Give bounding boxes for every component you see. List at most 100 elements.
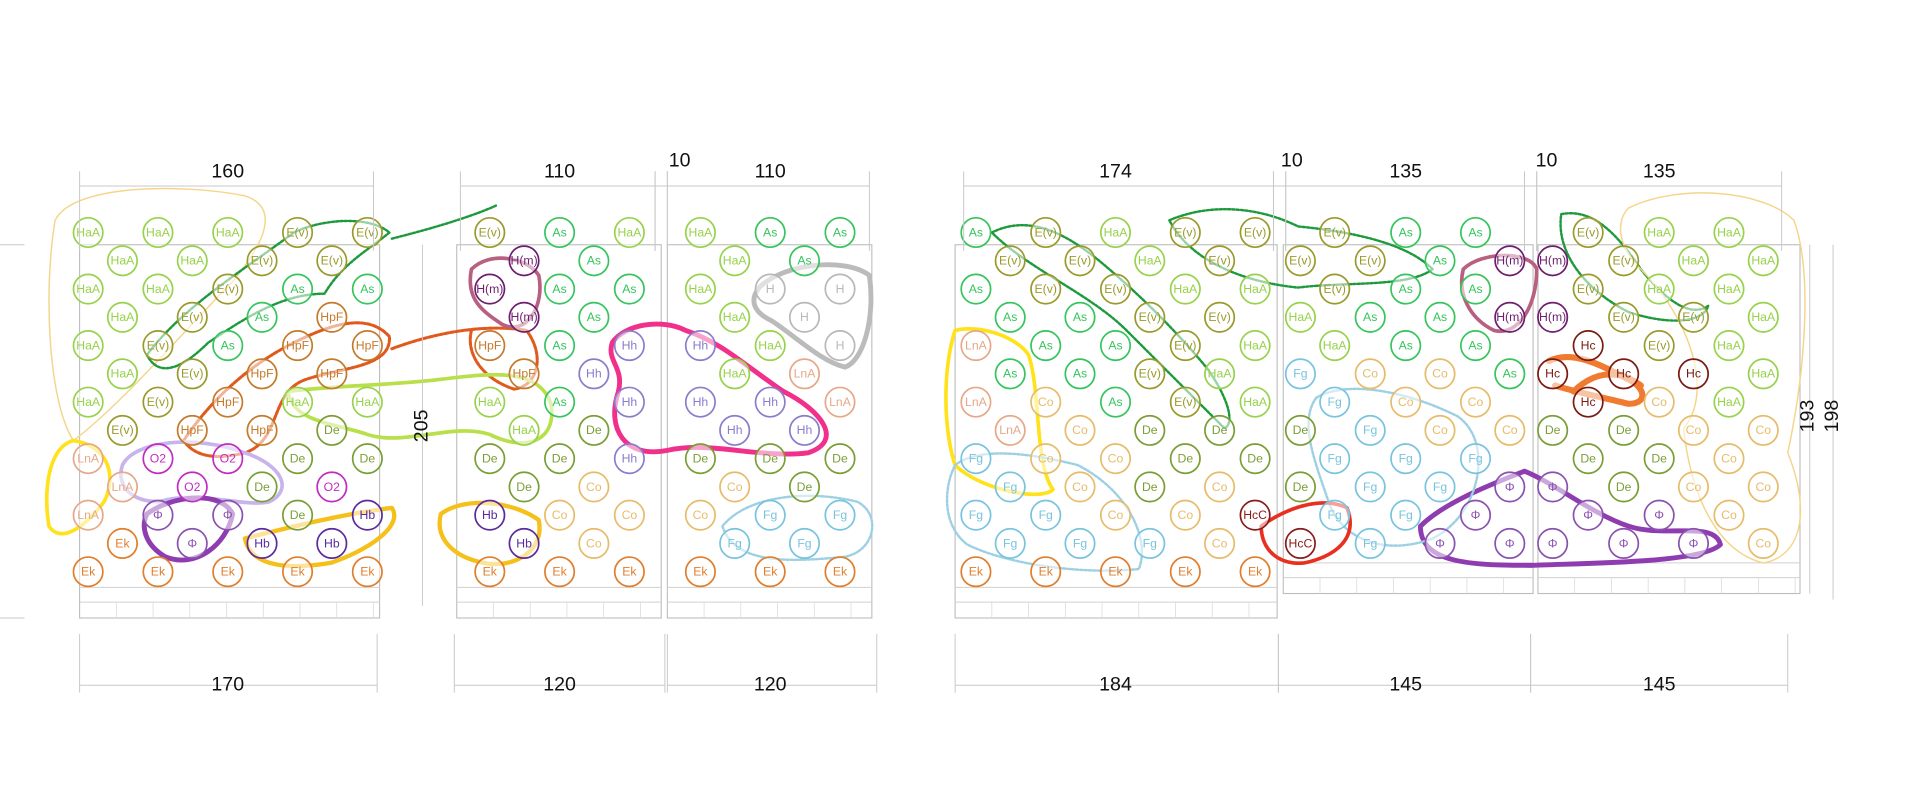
plant-code: H(m): [510, 254, 537, 268]
plant-code: Co: [586, 536, 602, 550]
plant-circle: [316, 527, 348, 560]
plant-code: As: [1433, 254, 1447, 268]
plant-code: HaA: [1717, 282, 1742, 296]
plant-code: Co: [727, 480, 743, 494]
plant-code: E(v): [251, 254, 273, 268]
shelf-lines: [79, 562, 1800, 618]
plant-circle: [719, 414, 751, 446]
plant-circle: [1099, 386, 1132, 418]
plant-circle: [1643, 273, 1675, 305]
plant-code: H: [766, 282, 775, 296]
plant-circle: [282, 216, 314, 249]
plant-code: HaA: [1138, 254, 1163, 268]
plant-circle: [960, 556, 992, 588]
plant-code: H: [836, 338, 845, 352]
plant-code: O2: [184, 480, 201, 494]
plant-circle: [1494, 471, 1526, 503]
plant-code: As: [1399, 338, 1413, 352]
plant-code: De: [1293, 423, 1309, 437]
plant-code: Φ: [1654, 508, 1664, 522]
dimension-label: 160: [211, 161, 244, 183]
outline: [44, 327, 1055, 536]
plant-code: Fg: [1328, 508, 1342, 522]
plant-code: Ek: [622, 565, 637, 579]
plant-circle: [684, 443, 716, 475]
plant-code: De: [1212, 423, 1228, 437]
plant-circle: [1099, 443, 1132, 475]
plant-circle: [824, 330, 856, 362]
plant-code: H(m): [1539, 310, 1566, 324]
plant-code: LnA: [965, 338, 988, 352]
plant-circle: [1099, 556, 1132, 588]
plant-circle: [754, 330, 786, 362]
plant-code: Co: [1686, 480, 1702, 494]
plant-code: Hh: [586, 367, 602, 381]
plant-circle: [1608, 471, 1640, 503]
plant-circle: [1390, 330, 1422, 362]
plant-code: Co: [1362, 367, 1378, 381]
plant-code: E(v): [1612, 254, 1634, 268]
plant-circle: [1390, 443, 1422, 475]
plant-code: Ek: [1039, 565, 1054, 579]
plant-circle: [824, 499, 856, 531]
plant-code: HpF: [478, 338, 501, 352]
plant-code: Fg: [1363, 536, 1377, 550]
plant-circle: [613, 273, 645, 305]
plant-circle: [1030, 330, 1062, 362]
plant-code: E(v): [217, 282, 239, 296]
plant-code: As: [587, 310, 601, 324]
plant-code: E(v): [1069, 254, 1091, 268]
plant-code: As: [1468, 282, 1482, 296]
plant-circle: [1099, 330, 1132, 362]
plant-code: Ek: [763, 565, 778, 579]
plant-code: Φ: [1471, 508, 1481, 522]
plant-circle: [1030, 216, 1062, 249]
plant-code: As: [552, 338, 566, 352]
plant-circle: [578, 245, 610, 277]
plant-code: HaA: [1243, 338, 1268, 352]
plant-code: HaA: [1751, 310, 1776, 324]
plant-code: HaA: [723, 367, 748, 381]
plant-circle: [1169, 386, 1201, 418]
plant-circle: [1747, 527, 1779, 560]
plant-circle: [1494, 358, 1526, 390]
plant-circle: [1677, 471, 1710, 503]
plant-code: H: [800, 310, 809, 324]
plant-circle: [1134, 414, 1166, 446]
plant-circle: [1239, 273, 1271, 305]
plant-circle: [106, 358, 138, 390]
plant-code: De: [290, 508, 306, 522]
plant-circle: [176, 301, 208, 333]
plant-circle: [1747, 245, 1779, 277]
plant-circle: [788, 245, 821, 277]
plant-code: As: [1399, 282, 1413, 296]
plant-circle: [613, 216, 645, 249]
plant-circle: [1747, 414, 1779, 446]
plant-circle: [684, 273, 716, 305]
plant-circle: [474, 556, 506, 588]
plant-code: As: [290, 282, 304, 296]
plant-code: Ek: [552, 565, 567, 579]
plant-circle: [1134, 527, 1166, 560]
plant-circle: [1459, 330, 1492, 362]
plant-circle: [212, 556, 244, 588]
plant-circle: [1284, 301, 1316, 333]
plant-circle: [960, 273, 992, 305]
dimension-label: 10: [1536, 150, 1558, 172]
plant-circle: [1572, 386, 1604, 418]
plant-circle: [508, 471, 540, 503]
plant-code: As: [1108, 395, 1122, 409]
plant-circle: [142, 330, 174, 362]
plant-code: Hh: [693, 338, 709, 352]
plant-circle: [1099, 273, 1132, 305]
plant-circle: [1537, 471, 1569, 503]
plant-code: E(v): [147, 395, 169, 409]
plant-circle: [578, 414, 610, 446]
plant-code: De: [1580, 452, 1596, 466]
plant-code: Hc: [1581, 395, 1596, 409]
plant-code: HaA: [758, 338, 783, 352]
plant-code: Co: [1721, 452, 1737, 466]
plant-circle: [613, 499, 645, 531]
plant-code: De: [1293, 480, 1309, 494]
plant-code: Φ: [1583, 508, 1593, 522]
